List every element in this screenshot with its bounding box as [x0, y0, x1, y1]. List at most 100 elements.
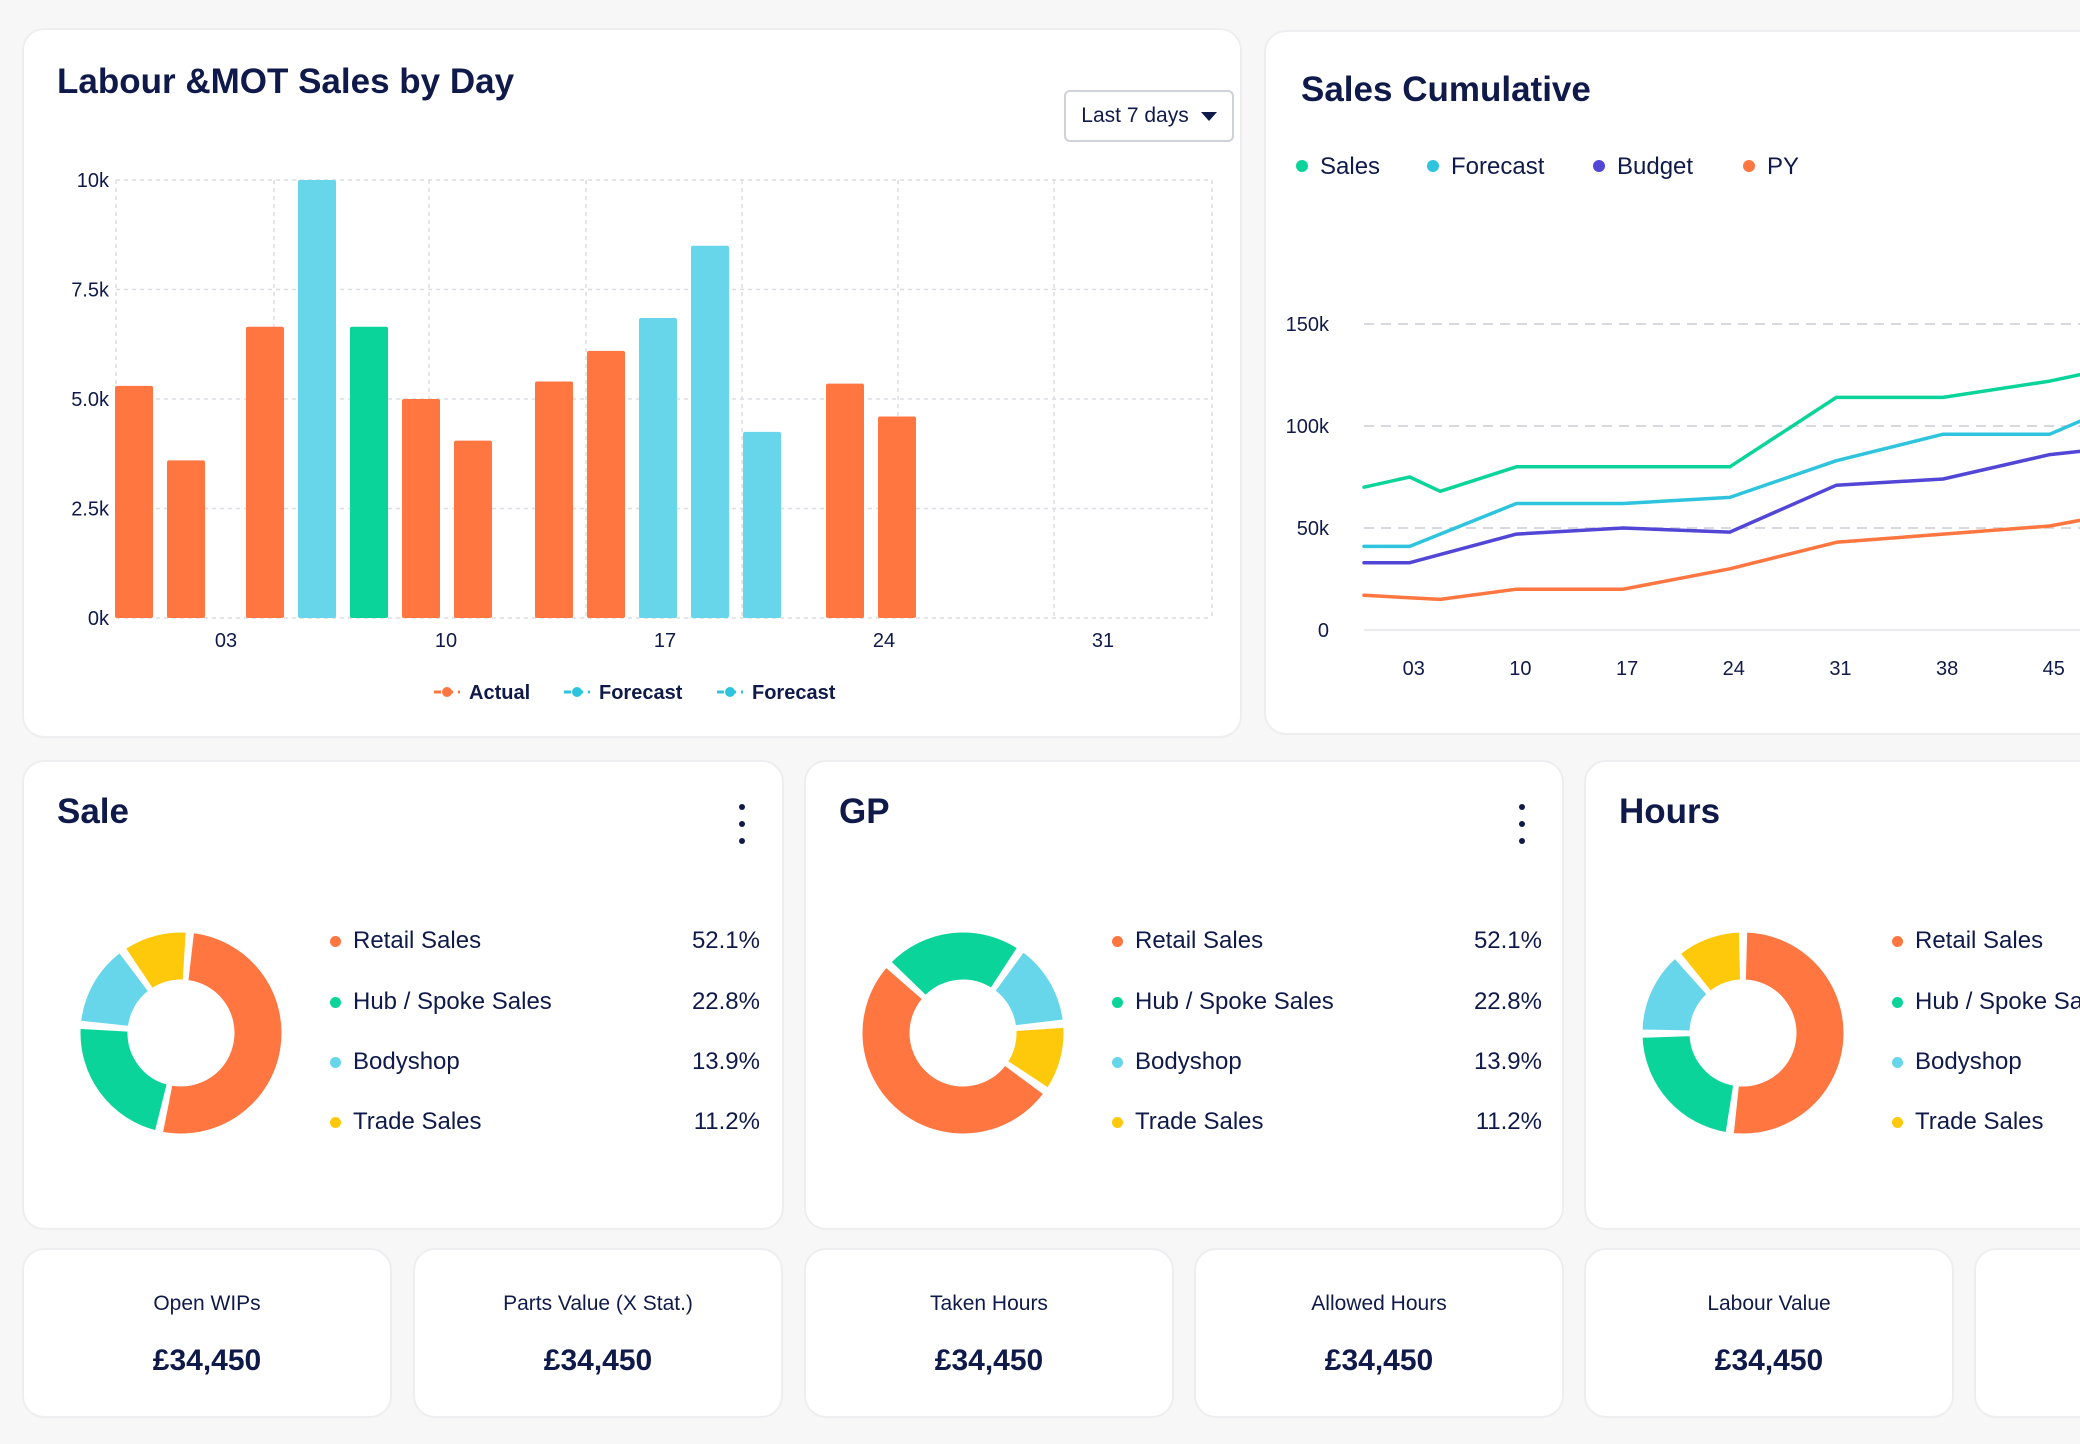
donut-slice	[992, 949, 1066, 1029]
legend-label: Retail Sales	[1135, 927, 1264, 954]
legend-item: Trade Sales 11.2%	[330, 1108, 760, 1136]
kpi-value: £34,450	[934, 1344, 1044, 1377]
legend-label: Sales	[1320, 153, 1380, 180]
series-line-py	[1362, 518, 2080, 602]
hours-donut-chart	[1639, 929, 1847, 1137]
legend-dot	[1743, 160, 1755, 172]
kpi-label: Open WIPs	[153, 1292, 261, 1315]
kpi-label: Allowed Hours	[1311, 1292, 1447, 1315]
bar	[826, 383, 864, 618]
legend-dot	[330, 996, 341, 1008]
y-tick-label: 50k	[1297, 518, 1330, 540]
hours-title: Hours	[1619, 792, 1721, 831]
legend-value: 13.9%	[691, 1048, 760, 1075]
gp-more-icon[interactable]	[1510, 804, 1534, 844]
legend-label: Actual	[469, 682, 530, 704]
labour-sales-title: Labour &MOT Sales by Day	[57, 62, 515, 101]
bar	[115, 385, 153, 618]
legend-item: Trade Sales 11.2%	[1112, 1108, 1542, 1136]
kpi-label: Parts Value (X Stat.)	[503, 1292, 693, 1315]
legend-value: 52.1%	[1473, 927, 1542, 954]
bar	[246, 326, 284, 618]
legend-dot	[1296, 160, 1308, 172]
kpi-card-allowed-hours: Allowed Hours £34,450	[1194, 1248, 1564, 1418]
donut-slice	[1639, 1033, 1737, 1136]
legend-value: 13.9%	[1473, 1048, 1542, 1075]
legend-value: 11.2%	[693, 1108, 760, 1135]
donut-slice	[1730, 929, 1847, 1137]
legend-label: Trade Sales	[1135, 1108, 1264, 1135]
legend-item: Bodyshop	[1892, 1048, 2080, 1076]
legend-label: Trade Sales	[1915, 1108, 2044, 1135]
legend-label: Forecast	[1451, 153, 1545, 180]
kpi-card-parts-value: Parts Value (X Stat.) £34,450	[413, 1248, 783, 1418]
bar	[535, 381, 573, 618]
range-select-label: Last 7 days	[1081, 104, 1189, 127]
y-tick-label: 10k	[77, 170, 110, 192]
gp-legend: Retail Sales 52.1% Hub / Spoke Sales 22.…	[1112, 927, 1542, 1147]
y-tick-label: 2.5k	[71, 499, 110, 521]
bar	[454, 440, 492, 618]
sales-cumulative-card: Sales Cumulative Sales Forecast Budget PY 1…	[1264, 30, 2080, 735]
gp-donut-chart	[859, 929, 1067, 1137]
legend-label: Bodyshop	[1135, 1048, 1242, 1075]
kpi-value: £34,450	[543, 1344, 653, 1377]
donut-slice	[888, 929, 1021, 999]
legend-label: Trade Sales	[353, 1108, 482, 1135]
donut-slice	[77, 1025, 170, 1134]
y-tick-label: 150k	[1286, 314, 1330, 336]
bar	[167, 460, 205, 618]
donut-slice	[122, 929, 189, 992]
x-tick-label: 31	[1092, 630, 1114, 652]
labour-sales-chart: 10k 7.5k 5.0k 2.5k 0k 03 10 17 24 31 Actual Forec…	[71, 170, 1213, 704]
legend-dot	[1892, 1056, 1903, 1068]
legend-dot	[330, 1056, 341, 1068]
series-line-budget	[1362, 449, 2080, 565]
series-line-forecast	[1362, 419, 2080, 549]
legend-dot	[1112, 935, 1123, 947]
donut-slice	[1004, 1024, 1067, 1091]
legend-item: Trade Sales	[1892, 1108, 2080, 1136]
bar	[878, 416, 916, 618]
legend-label: PY	[1767, 153, 1799, 180]
sale-card: Sale Retail Sales 52.1% Hub / Spoke Sale…	[22, 760, 784, 1230]
legend-label: Bodyshop	[353, 1048, 460, 1075]
donut-slice	[859, 964, 1047, 1137]
legend-label: Hub / Spoke Sa	[1915, 988, 2080, 1015]
legend-item: Hub / Spoke Sales 22.8%	[330, 988, 760, 1016]
donut-slice	[159, 930, 285, 1137]
series-line-sales	[1362, 372, 2080, 494]
sale-more-icon[interactable]	[730, 804, 754, 844]
legend-marker-icon	[725, 687, 735, 697]
range-select[interactable]: Last 7 days	[1064, 90, 1234, 142]
legend-dot	[330, 935, 341, 947]
donut-slice	[1639, 955, 1710, 1034]
x-tick-label: 24	[1723, 658, 1745, 680]
bar	[350, 326, 388, 618]
legend-dot	[1593, 160, 1605, 172]
legend-value: 11.2%	[1475, 1108, 1542, 1135]
kpi-value: £34,450	[152, 1344, 262, 1377]
chevron-down-icon	[1200, 111, 1217, 121]
legend-item: Hub / Spoke Sa	[1892, 988, 2080, 1016]
legend-dot	[1427, 160, 1439, 172]
bar	[691, 245, 729, 618]
legend-dot	[1112, 1116, 1123, 1128]
legend-dot	[1892, 935, 1903, 947]
legend-label: Retail Sales	[353, 927, 482, 954]
x-tick-label: 38	[1936, 658, 1958, 680]
bar	[743, 431, 781, 618]
bar	[639, 317, 677, 618]
kpi-card-open-wips: Open WIPs £34,450	[22, 1248, 392, 1418]
gp-card: GP Retail Sales 52.1% Hub / Spoke Sales …	[804, 760, 1564, 1230]
y-tick-label: 7.5k	[71, 280, 110, 302]
x-tick-label: 03	[1403, 658, 1425, 680]
labour-sales-card: Labour &MOT Sales by Day Last 7 days 10k…	[22, 28, 1242, 738]
x-tick-label: 24	[873, 630, 895, 652]
legend-item: Retail Sales	[1892, 927, 2080, 955]
kpi-label: Labour Value	[1707, 1292, 1831, 1315]
sale-title: Sale	[57, 792, 129, 831]
x-tick-label: 31	[1829, 658, 1851, 680]
hours-legend: Retail Sales Hub / Spoke Sa Bodyshop Tra…	[1892, 927, 2080, 1147]
y-tick-label: 5.0k	[71, 389, 110, 411]
